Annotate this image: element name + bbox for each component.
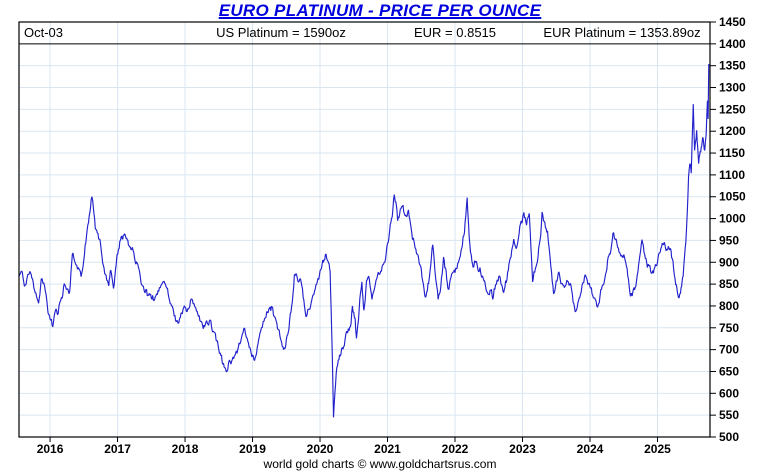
svg-text:1050: 1050 (719, 190, 746, 204)
svg-text:2020: 2020 (307, 442, 334, 456)
svg-text:1000: 1000 (719, 212, 746, 226)
svg-text:2023: 2023 (509, 442, 536, 456)
grid-lines (19, 22, 710, 437)
svg-text:1300: 1300 (719, 81, 746, 95)
svg-text:1200: 1200 (719, 124, 746, 138)
page-title: EURO PLATINUM - PRICE PER OUNCE (218, 1, 542, 20)
svg-text:600: 600 (719, 386, 739, 400)
plot-border (18, 21, 711, 438)
svg-text:2021: 2021 (374, 442, 401, 456)
svg-text:2024: 2024 (577, 442, 604, 456)
y-axis-labels: 500 550 600 650 700 750 800 850 900 950 1000 1050 11… (719, 15, 746, 444)
svg-text:1250: 1250 (719, 102, 746, 116)
svg-text:2025: 2025 (644, 442, 671, 456)
svg-text:1400: 1400 (719, 37, 746, 51)
svg-text:2018: 2018 (172, 442, 199, 456)
price-line (18, 63, 710, 418)
svg-text:650: 650 (719, 364, 739, 378)
svg-text:700: 700 (719, 343, 739, 357)
svg-text:900: 900 (719, 255, 739, 269)
svg-text:750: 750 (719, 321, 739, 335)
svg-text:1350: 1350 (719, 59, 746, 73)
svg-text:2016: 2016 (37, 442, 64, 456)
svg-text:950: 950 (719, 233, 739, 247)
svg-text:2022: 2022 (442, 442, 469, 456)
svg-text:2017: 2017 (104, 442, 131, 456)
svg-text:1100: 1100 (719, 168, 745, 182)
x-axis-ticks (49, 437, 658, 442)
us-platinum-label: US Platinum = 1590oz (216, 25, 346, 40)
x-axis-labels: 2016 2017 2018 2019 2020 2021 2022 2023 2024 2025 (37, 442, 671, 456)
svg-text:850: 850 (719, 277, 739, 291)
svg-text:1150: 1150 (719, 146, 745, 160)
svg-text:550: 550 (719, 408, 739, 422)
source-credit: world gold charts © www.goldchartsrus.co… (263, 457, 497, 471)
svg-text:1450: 1450 (719, 15, 746, 29)
eur-platinum-label: EUR Platinum = 1353.89oz (543, 25, 701, 40)
last-date-label: Oct-03 (24, 25, 64, 40)
svg-text:500: 500 (719, 430, 739, 444)
y-axis-ticks (710, 21, 716, 438)
svg-text:2019: 2019 (239, 442, 266, 456)
svg-text:800: 800 (719, 299, 739, 313)
eur-rate-label: EUR = 0.8515 (413, 25, 497, 40)
